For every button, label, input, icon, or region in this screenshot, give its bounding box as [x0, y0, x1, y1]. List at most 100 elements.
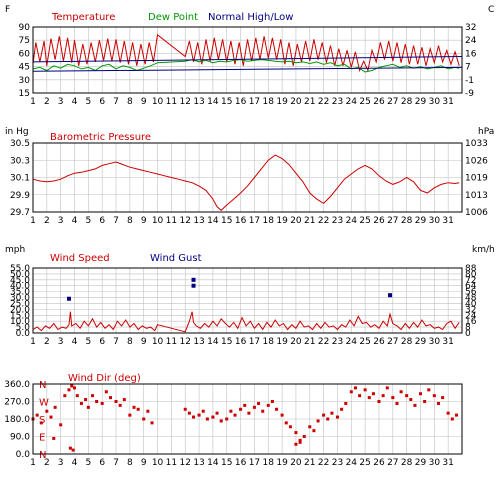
x-tick-label: 14 [207, 337, 219, 347]
wind-dir-deg-point [68, 446, 72, 450]
x-tick-label: 17 [249, 458, 260, 468]
y-tick-label-left: 30.3 [10, 156, 30, 166]
y-tick-label-right: 72 [465, 276, 476, 286]
x-tick-label: 30 [429, 216, 441, 226]
wind-dir-deg-point [53, 405, 57, 409]
wind-dir-deg-point [399, 390, 403, 394]
wind-dir-deg-point [225, 417, 229, 421]
x-tick-label: 25 [359, 97, 370, 107]
x-tick-label: 30 [429, 337, 441, 347]
legend-temperature: Temperature [51, 12, 115, 23]
wind-gust-point [191, 283, 196, 288]
x-tick-label: 7 [113, 337, 119, 347]
temp-left-unit: F [5, 5, 10, 15]
wind-dir-deg-point [59, 423, 63, 427]
wind-dir-deg-point [298, 438, 302, 442]
x-tick-label: 6 [99, 216, 105, 226]
x-tick-label: 18 [263, 97, 275, 107]
y-tick-label-left: 50.0 [10, 270, 30, 280]
x-tick-label: 23 [332, 97, 343, 107]
x-tick-label: 26 [373, 458, 385, 468]
x-tick-label: 18 [263, 458, 275, 468]
wind-dir-deg-point [128, 413, 132, 417]
y-tick-label-left: 35.0 [10, 288, 30, 298]
wind-dir-deg-point [132, 405, 136, 409]
x-tick-label: 7 [113, 216, 119, 226]
x-tick-label: 23 [332, 216, 343, 226]
wind-dir-deg-point [239, 407, 243, 411]
y-tick-label-left: 55.0 [10, 264, 30, 274]
x-tick-label: 5 [85, 216, 91, 226]
x-tick-label: 22 [318, 458, 329, 468]
wind-dir-deg-point [104, 390, 108, 394]
pressure-series [32, 154, 460, 211]
x-tick-label: 28 [401, 216, 413, 226]
wind-dir-deg-point [243, 403, 247, 407]
x-tick-label: 2 [44, 216, 50, 226]
wind-y-ticks-left: 55.050.045.040.035.030.025.020.015.010.0… [10, 264, 30, 339]
y-tick-label-right: 8 [465, 323, 471, 333]
wind-dir-deg-point [142, 417, 146, 421]
wind-dir-deg-point [229, 409, 233, 413]
x-tick-label: 8 [127, 216, 133, 226]
y-tick-label-left: 75 [19, 36, 30, 46]
compass-label: N [39, 380, 46, 391]
wind-dir-deg-point [219, 419, 223, 423]
x-tick-label: 10 [152, 337, 164, 347]
x-tick-label: 25 [359, 337, 370, 347]
wind-dir-deg-point [377, 400, 381, 403]
x-tick-label: 28 [401, 97, 413, 107]
wind-dir-deg-point [349, 390, 353, 394]
pressure-title: Barometric Pressure [50, 132, 151, 143]
x-tick-label: 9 [141, 97, 147, 107]
y-tick-label-left: 30.0 [10, 294, 30, 304]
wind-dir-deg-point [201, 409, 205, 413]
wind-dir-deg-point [363, 388, 367, 392]
y-tick-label-left: 15 [19, 89, 30, 99]
y-tick-label-left: 40.0 [10, 282, 30, 292]
wind-dir-deg-point [247, 411, 251, 415]
wind-dir-deg-point [326, 417, 330, 421]
wind-dir-deg-point [39, 421, 43, 425]
wind-dir-deg-point [266, 403, 270, 407]
pressure-y-ticks-left: 30.5 30.3 30.1 29.9 29.7 [10, 139, 30, 218]
wind-dir-deg-point [427, 388, 431, 392]
temperature-panel: F C Temperature Dew Point Normal High/Lo… [5, 5, 494, 107]
y-tick-label-left: 45 [19, 63, 30, 73]
x-tick-label: 4 [72, 216, 78, 226]
x-tick-label: 9 [141, 337, 147, 347]
x-tick-label: 25 [359, 216, 370, 226]
pressure-right-unit: hPa [478, 127, 494, 137]
x-tick-label: 2 [44, 458, 50, 468]
wind-series [32, 277, 460, 333]
x-tick-label: 6 [99, 337, 105, 347]
wind-left-unit: mph [5, 245, 25, 255]
wind-dir-deg-point [423, 400, 427, 403]
x-tick-label: 7 [113, 97, 119, 107]
x-tick-label: 16 [235, 97, 247, 107]
wind-dir-deg-point [205, 417, 209, 421]
y-tick-label-left: 25.0 [10, 299, 30, 309]
y-tick-label-left: 45.0 [10, 276, 30, 286]
x-tick-label: 27 [387, 216, 398, 226]
x-tick-label: 14 [207, 458, 219, 468]
x-tick-label: 3 [58, 216, 64, 226]
x-tick-label: 19 [276, 216, 288, 226]
wind-dir-deg-point [71, 448, 75, 452]
compass-label: E [39, 433, 45, 444]
x-tick-label: 29 [415, 216, 427, 226]
x-tick-label: 19 [276, 458, 288, 468]
wind-dir-deg-point [371, 392, 375, 396]
wind-dir-deg-point [441, 396, 445, 400]
x-tick-label: 22 [318, 216, 329, 226]
x-tick-label: 13 [193, 458, 204, 468]
wind-dir-deg-point [187, 411, 191, 415]
wind-dir-deg-point [335, 415, 339, 419]
wind-dir-deg-point [79, 401, 83, 405]
x-tick-label: 20 [290, 97, 302, 107]
wind-dir-deg-point [432, 394, 436, 398]
wind-dir-deg-point [450, 417, 454, 421]
wind-dir-deg-point [215, 411, 219, 415]
